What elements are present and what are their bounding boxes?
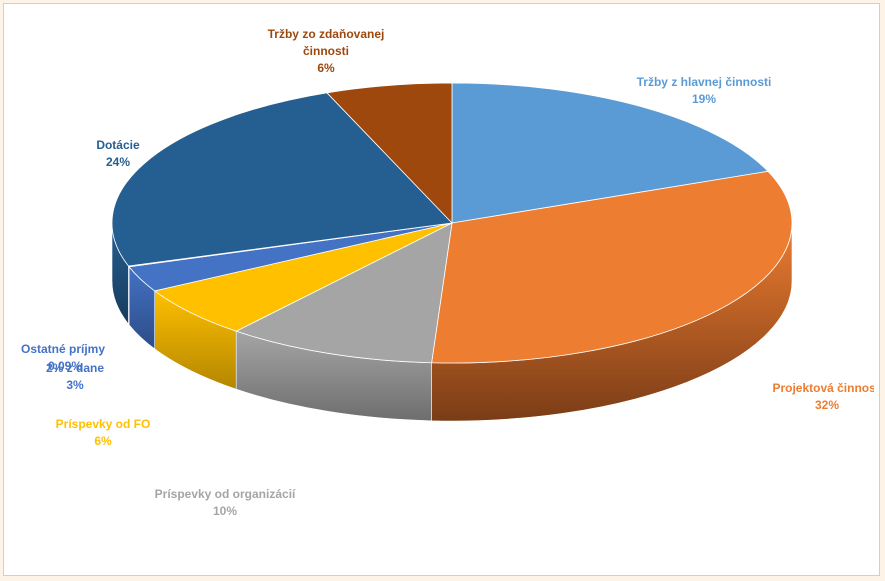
slice-label-4: Príspevky od FO	[56, 417, 151, 431]
slice-label-8: činnosti	[303, 44, 349, 58]
slice-percent-5: 3%	[66, 378, 84, 392]
pie-slice-2[interactable]	[431, 170, 793, 364]
slice-percent-7: 24%	[106, 155, 130, 169]
chart-frame: Tržby z hlavnej činnosti 19% Projektová či…	[3, 3, 880, 576]
pie-slice-7[interactable]	[111, 92, 453, 267]
slice-percent-2: 32%	[815, 398, 839, 412]
slice-label-2: Projektová činnosť	[772, 381, 874, 395]
pie-slice-4[interactable]	[153, 222, 453, 332]
slice-label-1: Tržby z hlavnej činnosti	[637, 75, 772, 89]
slice-label-6: Ostatné príjmy	[21, 342, 105, 356]
slice-label-7: Dotácie	[96, 138, 140, 152]
slice-label-5: 2% z dane	[46, 361, 104, 375]
pie-slice-8[interactable]	[326, 82, 453, 224]
pie-slice-3[interactable]	[235, 222, 453, 364]
pie-chart: Tržby z hlavnej činnosti 19% Projektová či…	[21, 27, 874, 518]
pie-slice-1[interactable]	[451, 82, 769, 224]
slice-percent-8: 6%	[317, 61, 335, 75]
slice-label-3: Príspevky od organizácií	[155, 487, 296, 501]
slice-label-8: Tržby zo zdaňovanej	[268, 27, 385, 41]
slice-percent-3: 10%	[213, 504, 237, 518]
chart-area: Tržby z hlavnej činnosti 19% Projektová či…	[14, 14, 874, 570]
slice-percent-1: 19%	[692, 92, 716, 106]
data-labels: Tržby z hlavnej činnosti 19% Projektová či…	[21, 27, 874, 518]
pie-top-faces	[111, 82, 793, 364]
slice-percent-4: 6%	[94, 434, 112, 448]
slice-percent-6: 0,09%	[48, 359, 82, 373]
